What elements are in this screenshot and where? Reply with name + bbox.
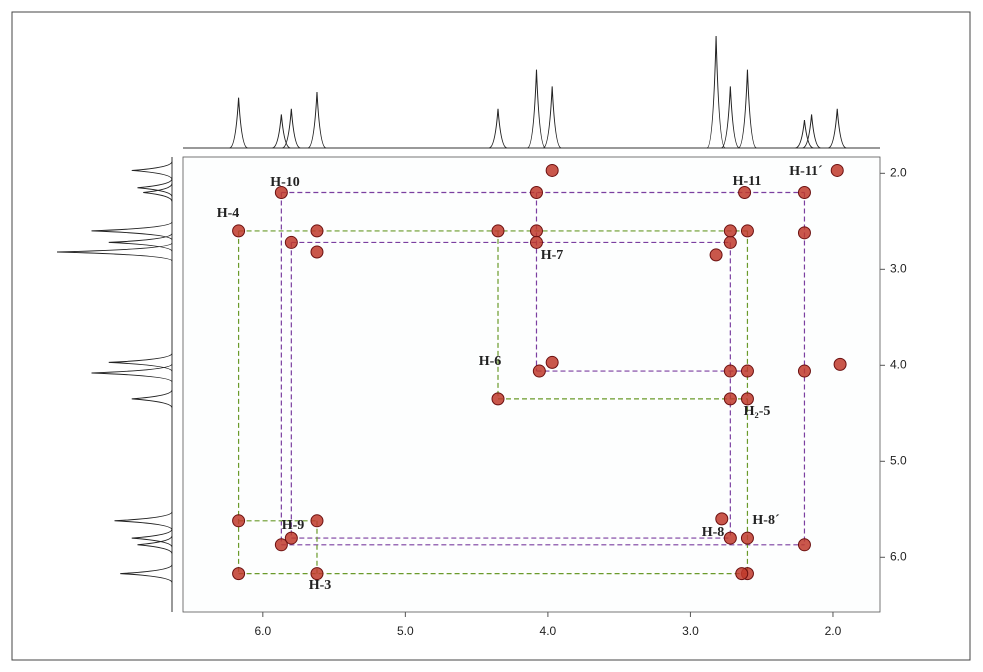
x-tick-label: 3.0 — [682, 624, 699, 638]
cross-peak — [740, 364, 754, 378]
top-spectrum-peak — [738, 69, 757, 149]
cross-peak — [232, 567, 246, 581]
y-tick-label: 5.0 — [890, 453, 907, 467]
cross-peak — [723, 392, 737, 406]
top-spectrum-peak — [828, 108, 847, 149]
left-spectrum-peak — [56, 242, 173, 262]
cross-peak — [310, 567, 324, 581]
cross-peak — [545, 355, 559, 369]
left-spectrum-peak — [131, 161, 173, 180]
cross-peak — [715, 512, 729, 526]
peak-label: H-8 — [702, 525, 725, 540]
peak-label: H-9 — [282, 518, 305, 533]
peak-label: H-4 — [217, 206, 240, 221]
y-tick-label: 2.0 — [890, 165, 907, 179]
top-spectrum-peak — [542, 86, 562, 149]
cross-peak — [797, 364, 811, 378]
cross-peak — [310, 224, 324, 238]
top-spectrum-peak — [488, 108, 508, 149]
left-spectrum-peak — [108, 353, 173, 372]
left-spectrum-peak — [137, 178, 173, 197]
cross-peak — [274, 186, 288, 200]
cross-peak — [723, 224, 737, 238]
top-spectrum-peak — [802, 114, 821, 149]
cross-peak — [274, 538, 288, 552]
cross-peak — [797, 186, 811, 200]
cross-peak — [740, 224, 754, 238]
left-spectrum-peak — [114, 511, 173, 531]
cross-peak — [709, 248, 723, 262]
x-tick-label: 2.0 — [825, 624, 842, 638]
peak-label: H-10 — [270, 175, 300, 190]
cross-peak — [310, 514, 324, 528]
cross-peak — [529, 224, 543, 238]
cross-peak — [529, 186, 543, 200]
peak-label: H₂-5 — [744, 404, 771, 419]
top-spectrum-peak — [706, 35, 726, 149]
left-spectrum-peak — [91, 363, 173, 383]
x-tick-label: 6.0 — [254, 624, 271, 638]
peak-label: H-7 — [541, 248, 564, 263]
peak-label: H-8´ — [752, 513, 780, 528]
cross-peak — [740, 392, 754, 406]
cross-peak — [545, 163, 559, 177]
x-tick-label: 5.0 — [397, 624, 414, 638]
cross-peak — [740, 531, 754, 545]
cross-peak — [797, 226, 811, 240]
top-spectrum-peak — [721, 86, 740, 149]
cross-peak — [491, 392, 505, 406]
left-spectrum-peak — [137, 535, 173, 554]
top-spectrum-peak — [795, 119, 814, 149]
cross-peak — [232, 224, 246, 238]
left-spectrum-peak — [131, 389, 173, 409]
cross-peak — [723, 364, 737, 378]
peak-label: H-6 — [479, 354, 502, 369]
top-spectrum-peak — [229, 97, 248, 149]
top-spectrum-peak — [282, 108, 301, 149]
cross-peak — [738, 186, 752, 200]
left-spectrum-peak — [120, 564, 173, 583]
peak-label: H-3 — [309, 578, 332, 593]
top-spectrum-peak — [272, 114, 291, 149]
y-tick-label: 4.0 — [890, 357, 907, 371]
cross-peak — [797, 538, 811, 552]
cross-peak — [232, 514, 246, 528]
cross-peak — [532, 364, 546, 378]
y-tick-label: 3.0 — [890, 261, 907, 275]
peak-label: H-11´ — [789, 164, 823, 179]
left-spectrum-peak — [143, 183, 173, 202]
cross-peak — [310, 245, 324, 259]
top-spectrum-peak — [307, 91, 327, 149]
cross-peak — [529, 235, 543, 249]
cross-peak — [284, 235, 298, 249]
cross-peak — [284, 531, 298, 545]
frame — [11, 11, 971, 661]
left-spectrum-peak — [91, 221, 173, 241]
y-tick-label: 6.0 — [890, 549, 907, 563]
cross-peak — [833, 357, 847, 371]
x-tick-label: 4.0 — [540, 624, 557, 638]
top-spectrum-peak — [527, 69, 546, 149]
cross-peak — [723, 531, 737, 545]
left-spectrum-peak — [131, 528, 173, 548]
cross-peak — [735, 567, 749, 581]
cross-peak — [491, 224, 505, 238]
cross-peak — [723, 235, 737, 249]
cross-peak — [830, 163, 844, 177]
peak-label: H-11 — [733, 174, 762, 189]
